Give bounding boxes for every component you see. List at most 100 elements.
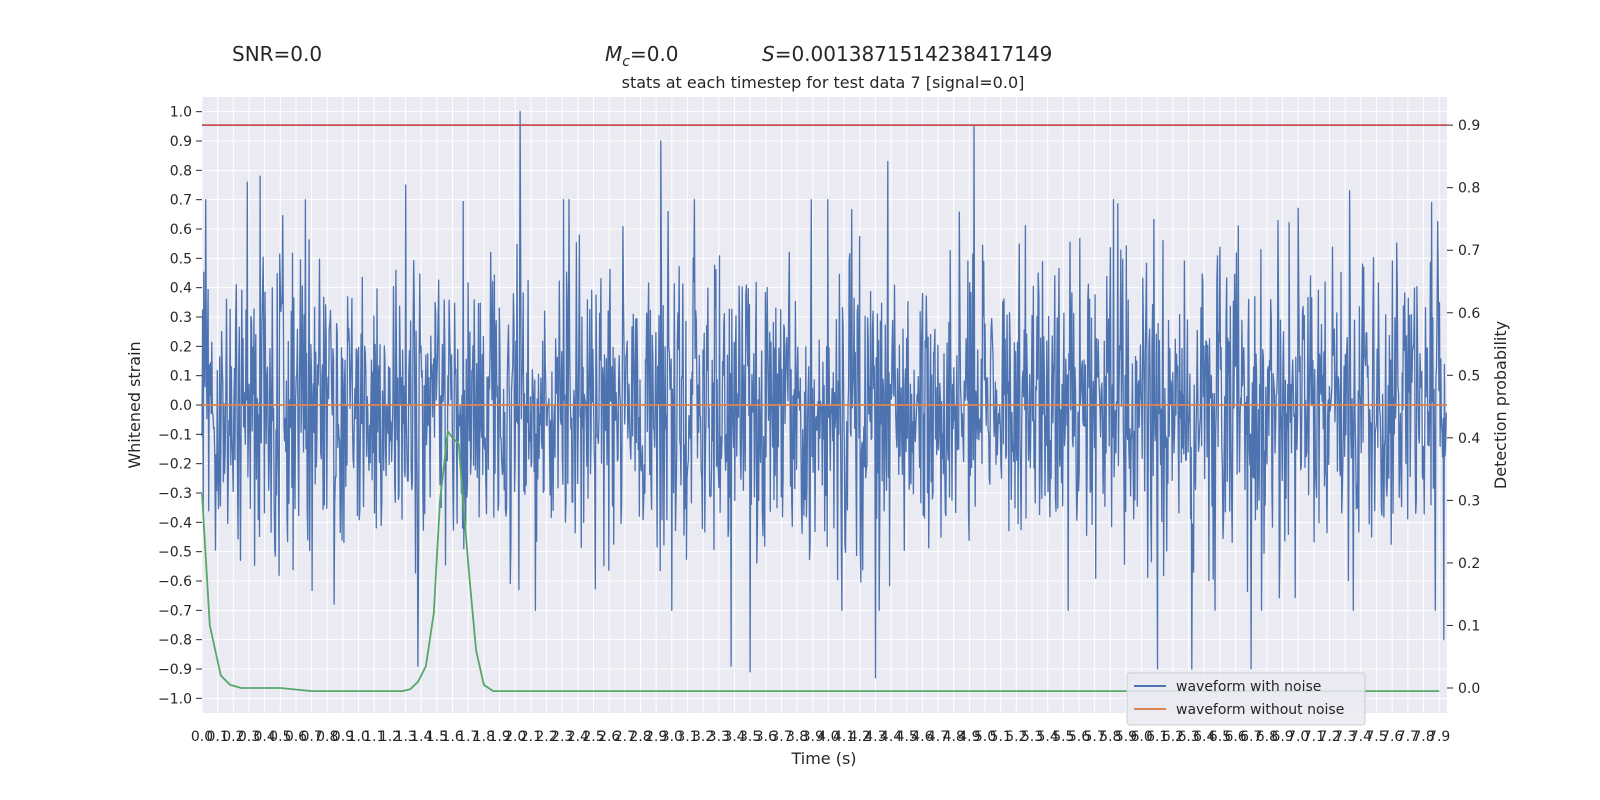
x-tick-label: 6.1 xyxy=(1146,729,1168,745)
x-tick-label: 7.5 xyxy=(1365,729,1387,745)
right-y-tick-label: 0.1 xyxy=(1458,618,1480,634)
left-y-tick-label: −0.9 xyxy=(158,662,192,678)
x-tick-label: 7.1 xyxy=(1303,729,1325,745)
x-tick-label: 5.8 xyxy=(1099,729,1121,745)
x-tick-label: 2.0 xyxy=(504,729,526,745)
x-tick-label: 5.6 xyxy=(1068,729,1090,745)
x-tick-label: 3.3 xyxy=(708,729,730,745)
x-tick-label: 2.5 xyxy=(582,729,604,745)
x-tick-label: 0.1 xyxy=(207,729,229,745)
x-tick-label: 0.0 xyxy=(191,729,213,745)
x-tick-label: 0.8 xyxy=(316,729,338,745)
right-y-axis-ticks: 0.9 0.8 0.7 0.6 0.5 0.4 0.3 0.2 0.1 0.0 xyxy=(1447,118,1480,697)
left-y-tick-label: −0.2 xyxy=(158,457,192,473)
x-tick-label: 7.0 xyxy=(1287,729,1309,745)
x-tick-label: 1.3 xyxy=(394,729,416,745)
x-tick-label: 5.4 xyxy=(1037,729,1059,745)
left-y-tick-label: −0.4 xyxy=(158,515,192,531)
left-y-tick-label: 0.0 xyxy=(170,398,192,414)
x-tick-label: 1.5 xyxy=(426,729,448,745)
right-y-tick-label: 0.8 xyxy=(1458,181,1480,197)
x-tick-label: 7.7 xyxy=(1397,729,1419,745)
x-tick-label: 4.0 xyxy=(817,729,839,745)
x-tick-label: 1.1 xyxy=(363,729,385,745)
left-y-tick-label: −0.8 xyxy=(158,633,192,649)
s-stat-label: S=0.0013871514238417149 xyxy=(762,42,1052,66)
x-axis-ticks: 0.00.10.20.30.40.50.60.70.80.91.01.11.21… xyxy=(191,729,1450,745)
x-tick-label: 3.8 xyxy=(786,729,808,745)
left-y-tick-label: 0.3 xyxy=(170,310,192,326)
left-y-tick-label: 0.4 xyxy=(170,281,192,297)
x-tick-label: 0.6 xyxy=(285,729,307,745)
x-tick-label: 0.4 xyxy=(254,729,276,745)
x-tick-label: 3.1 xyxy=(676,729,698,745)
x-tick-label: 3.0 xyxy=(661,729,683,745)
s-stat-value: =0.0013871514238417149 xyxy=(775,42,1053,66)
x-tick-label: 2.1 xyxy=(520,729,542,745)
x-tick-label: 2.2 xyxy=(535,729,557,745)
right-y-tick-label: 0.5 xyxy=(1458,368,1480,384)
x-tick-label: 7.4 xyxy=(1350,729,1372,745)
left-y-tick-label: −0.3 xyxy=(158,486,192,502)
x-tick-label: 5.9 xyxy=(1115,729,1137,745)
x-tick-label: 4.9 xyxy=(958,729,980,745)
x-tick-label: 2.3 xyxy=(551,729,573,745)
x-tick-label: 1.8 xyxy=(473,729,495,745)
chart-title: stats at each timestep for test data 7 [… xyxy=(622,73,1025,92)
x-tick-label: 3.7 xyxy=(770,729,792,745)
left-y-tick-label: 0.1 xyxy=(170,369,192,385)
x-tick-label: 1.2 xyxy=(379,729,401,745)
x-tick-label: 6.7 xyxy=(1240,729,1262,745)
x-tick-label: 1.0 xyxy=(347,729,369,745)
x-tick-label: 6.6 xyxy=(1224,729,1246,745)
left-y-tick-label: 0.2 xyxy=(170,339,192,355)
x-tick-label: 2.6 xyxy=(598,729,620,745)
x-tick-label: 5.1 xyxy=(990,729,1012,745)
right-y-tick-label: 0.2 xyxy=(1458,556,1480,572)
right-y-tick-label: 0.3 xyxy=(1458,493,1480,509)
legend: waveform with noise waveform without noi… xyxy=(1126,672,1366,726)
x-tick-label: 6.5 xyxy=(1209,729,1231,745)
x-tick-label: 1.9 xyxy=(488,729,510,745)
legend-entry-waveform-without-noise: waveform without noise xyxy=(1176,702,1344,718)
x-tick-label: 6.2 xyxy=(1162,729,1184,745)
left-y-tick-label: −0.6 xyxy=(158,574,192,590)
x-tick-label: 0.9 xyxy=(332,729,354,745)
left-y-tick-label: 0.5 xyxy=(170,251,192,267)
x-tick-label: 0.2 xyxy=(222,729,244,745)
left-y-tick-label: 0.6 xyxy=(170,222,192,238)
left-y-axis-label: Whitened strain xyxy=(125,341,144,468)
right-y-tick-label: 0.7 xyxy=(1458,243,1480,259)
chirp-mass-symbol: M xyxy=(605,42,622,66)
x-tick-label: 6.3 xyxy=(1177,729,1199,745)
left-y-axis-ticks: 1.0 0.9 0.8 0.7 0.6 0.5 0.4 0.3 0.2 0.1 0.0 −0.1 −0.… xyxy=(158,105,202,707)
x-tick-label: 4.8 xyxy=(943,729,965,745)
left-y-tick-label: 0.8 xyxy=(170,163,192,179)
x-tick-label: 7.9 xyxy=(1428,729,1450,745)
x-tick-label: 2.4 xyxy=(567,729,589,745)
x-tick-label: 0.7 xyxy=(300,729,322,745)
x-tick-label: 0.3 xyxy=(238,729,260,745)
left-y-tick-label: −0.5 xyxy=(158,545,192,561)
right-y-tick-label: 0.0 xyxy=(1458,681,1480,697)
x-tick-label: 4.7 xyxy=(927,729,949,745)
x-tick-label: 2.8 xyxy=(629,729,651,745)
left-y-tick-label: −0.1 xyxy=(158,427,192,443)
right-y-tick-label: 0.9 xyxy=(1458,118,1480,134)
chirp-mass-subscript: c xyxy=(622,54,630,70)
series-waveform-with-noise xyxy=(201,111,1447,679)
left-y-tick-label: −1.0 xyxy=(158,691,192,707)
x-tick-label: 6.0 xyxy=(1130,729,1152,745)
legend-entry-waveform-with-noise: waveform with noise xyxy=(1176,679,1321,695)
x-tick-label: 4.4 xyxy=(880,729,902,745)
x-tick-label: 3.5 xyxy=(739,729,761,745)
x-tick-label: 6.4 xyxy=(1193,729,1215,745)
right-y-tick-label: 0.6 xyxy=(1458,306,1480,322)
x-tick-label: 4.5 xyxy=(896,729,918,745)
x-tick-label: 5.0 xyxy=(974,729,996,745)
left-y-tick-label: 1.0 xyxy=(170,105,192,121)
x-tick-label: 4.1 xyxy=(833,729,855,745)
chirp-mass-label: Mc=0.0 xyxy=(605,42,679,70)
x-tick-label: 3.6 xyxy=(755,729,777,745)
